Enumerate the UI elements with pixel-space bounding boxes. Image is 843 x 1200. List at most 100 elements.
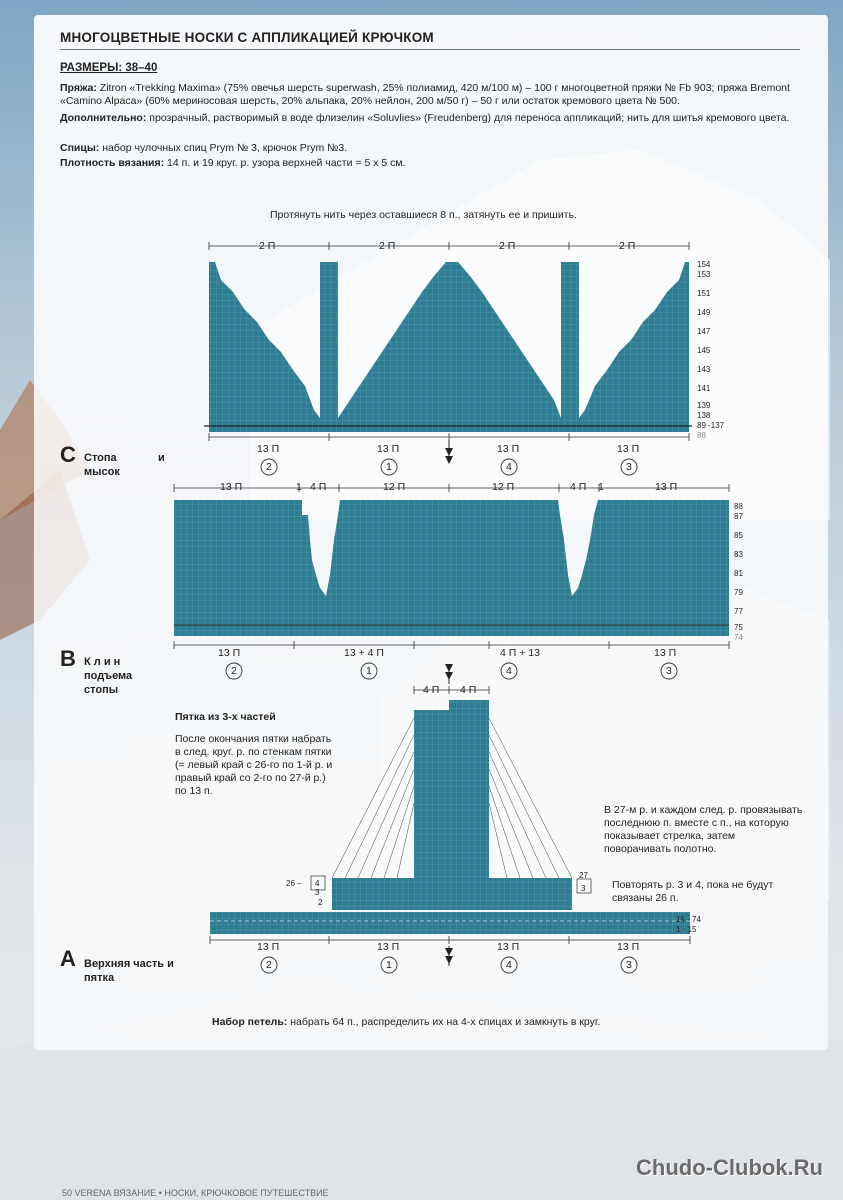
footer-magazine: VERENA <box>74 1188 112 1198</box>
chart-c-letter: C <box>60 442 76 467</box>
page-footer: 50 VERENA ВЯЗАНИЕ • НОСКИ, КРЮЧКОВОЕ ПУТ… <box>62 1188 329 1198</box>
chart-c-row-label: 141 <box>697 384 711 393</box>
chart-b-label-3: стопы <box>84 684 119 696</box>
chart-c-top-count: 2 П <box>379 240 396 252</box>
chart-b-section-number: 1 <box>366 665 372 677</box>
cast-on-text: набрать 64 п., распределить их на 4-х сп… <box>287 1016 601 1028</box>
chart-c-row-label: 147 <box>697 327 711 336</box>
chart-b-top-count: 1 <box>296 481 302 493</box>
chart-c-section-number: 4 <box>506 461 512 473</box>
chart-c-row-label: 153 <box>697 270 711 279</box>
chart-b <box>173 484 730 684</box>
chart-c-bottom-count: 13 П <box>257 443 280 455</box>
site-watermark: Chudo-Clubok.Ru <box>636 1155 823 1180</box>
chart-a-right-row: 3 <box>581 884 586 893</box>
chart-a-row-label: 1 - 15 <box>676 925 697 934</box>
extra-text: прозрачный, растворимый в воде флизелин … <box>146 112 790 124</box>
chart-c-row-label: 89 -137 <box>697 421 725 430</box>
yarn-text: Zitron «Trekking Maxima» (75% овечья шер… <box>60 82 790 107</box>
chart-b-shape <box>174 500 729 636</box>
chart-c-label-and: и <box>158 452 165 464</box>
chart-a-label-1: Верхняя часть и <box>84 958 174 970</box>
chart-c <box>204 242 692 476</box>
chart-a-bottom-count: 13 П <box>257 941 280 953</box>
chart-c-row-label: 145 <box>697 346 711 355</box>
chart-b-section-number: 3 <box>666 665 672 677</box>
chart-a-section-number: 3 <box>626 959 632 971</box>
chart-c-section-number: 2 <box>266 461 272 473</box>
needles-paragraph: Спицы: набор чулочных спиц Prym № 3, крю… <box>60 142 800 155</box>
chart-c-top-count: 2 П <box>619 240 636 252</box>
footer-page-number: 50 <box>62 1188 73 1198</box>
chart-b-row-label: 81 <box>734 569 743 578</box>
chart-c-row-label: 143 <box>697 365 711 374</box>
page-title: МНОГОЦВЕТНЫЕ НОСКИ С АППЛИКАЦИЕЙ КРЮЧКОМ <box>60 30 800 50</box>
chart-b-row-label: 87 <box>734 512 743 521</box>
chart-b-top-count: 13 П <box>655 481 678 493</box>
chart-a-bottom-count: 13 П <box>617 941 640 953</box>
gauge-label: Плотность вязания: <box>60 157 165 169</box>
chart-b-row-label: 88 <box>734 502 743 511</box>
chart-c-label-2: мысок <box>84 466 120 478</box>
chart-b-bottom-count: 13 П <box>654 647 677 659</box>
chart-a <box>209 686 691 974</box>
chart-a-section-number: 2 <box>266 959 272 971</box>
heel-title: Пятка из 3-х частей <box>175 711 276 723</box>
chart-c-row-label: 149 <box>697 308 711 317</box>
chart-a-letter: A <box>60 946 76 971</box>
chart-a-section-number: 4 <box>506 959 512 971</box>
chart-b-row-label: 74 <box>734 633 743 642</box>
chart-a-heel-count: 4 П <box>423 684 440 696</box>
sizes-heading: РАЗМЕРЫ: 38–40 <box>60 62 158 74</box>
chart-b-row-label: 83 <box>734 550 743 559</box>
chart-c-section-number: 1 <box>386 461 392 473</box>
chart-b-bottom-count: 13 + 4 П <box>344 647 384 659</box>
heel-note: После окончания пятки набрать в след. кр… <box>175 733 333 797</box>
chart-c-bottom-count: 13 П <box>497 443 520 455</box>
chart-b-section-number: 4 <box>506 665 512 677</box>
chart-b-bottom-count: 13 П <box>218 647 241 659</box>
chart-c-top-count: 2 П <box>259 240 276 252</box>
chart-b-label-2: подъема <box>84 670 133 682</box>
chart-a-heel-sides <box>332 878 572 910</box>
chart-b-row-label: 85 <box>734 531 743 540</box>
chart-c-label-1: Стопа <box>84 452 117 464</box>
chart-c-row-label: 154 <box>697 260 711 269</box>
cast-on-note: Набор петель: набрать 64 п., распределит… <box>212 1016 600 1029</box>
chart-c-top-note: Протянуть нить через оставшиеся 8 п., за… <box>270 209 577 221</box>
chart-b-top-count: 4 П <box>570 481 587 493</box>
chart-a-left-row: 2 <box>318 898 323 907</box>
chart-c-shape <box>209 262 689 432</box>
chart-a-right-note: В 27-м р. и каждом след. р. провязывать … <box>604 804 803 855</box>
chart-a-left-row: 26 – <box>286 879 302 888</box>
chart-c-row-label: 139 <box>697 401 711 410</box>
chart-a-left-row: 3 <box>315 888 320 897</box>
chart-b-top-count: 12 П <box>492 481 515 493</box>
chart-b-bottom-count: 4 П + 13 <box>500 647 540 659</box>
chart-b-label-1: К л и н <box>84 656 121 668</box>
chart-b-top-count: 4 П <box>310 481 327 493</box>
gauge-paragraph: Плотность вязания: 14 п. и 19 круг. р. у… <box>60 157 800 170</box>
chart-b-section-number: 2 <box>231 665 237 677</box>
chart-a-bottom-band <box>210 912 690 934</box>
footer-text: ВЯЗАНИЕ • НОСКИ, КРЮЧКОВОЕ ПУТЕШЕСТВИЕ <box>113 1188 329 1198</box>
chart-a-left-row: 4 <box>315 879 320 888</box>
yarn-paragraph: Пряжа: Zitron «Trekking Maxima» (75% ове… <box>60 82 800 108</box>
chart-c-bottom-count: 13 П <box>377 443 400 455</box>
extra-label: Дополнительно: <box>60 112 147 124</box>
needles-text: набор чулочных спиц Prym № 3, крючок Pry… <box>99 142 348 154</box>
chart-b-row-label: 75 <box>734 623 743 632</box>
chart-c-row-label: 138 <box>697 411 711 420</box>
chart-c-section-number: 3 <box>626 461 632 473</box>
extra-paragraph: Дополнительно: прозрачный, растворимый в… <box>60 112 800 125</box>
chart-a-heel-center <box>414 700 489 880</box>
cast-on-label: Набор петель: <box>212 1016 288 1028</box>
chart-a-bottom-count: 13 П <box>377 941 400 953</box>
yarn-label: Пряжа: <box>60 82 97 94</box>
chart-b-row-label: 79 <box>734 588 743 597</box>
chart-b-top-count: 12 П <box>383 481 406 493</box>
chart-a-label-2: пятка <box>84 972 115 984</box>
chart-b-top-count: 13 П <box>220 481 243 493</box>
chart-b-top-count: 1 <box>598 481 604 493</box>
